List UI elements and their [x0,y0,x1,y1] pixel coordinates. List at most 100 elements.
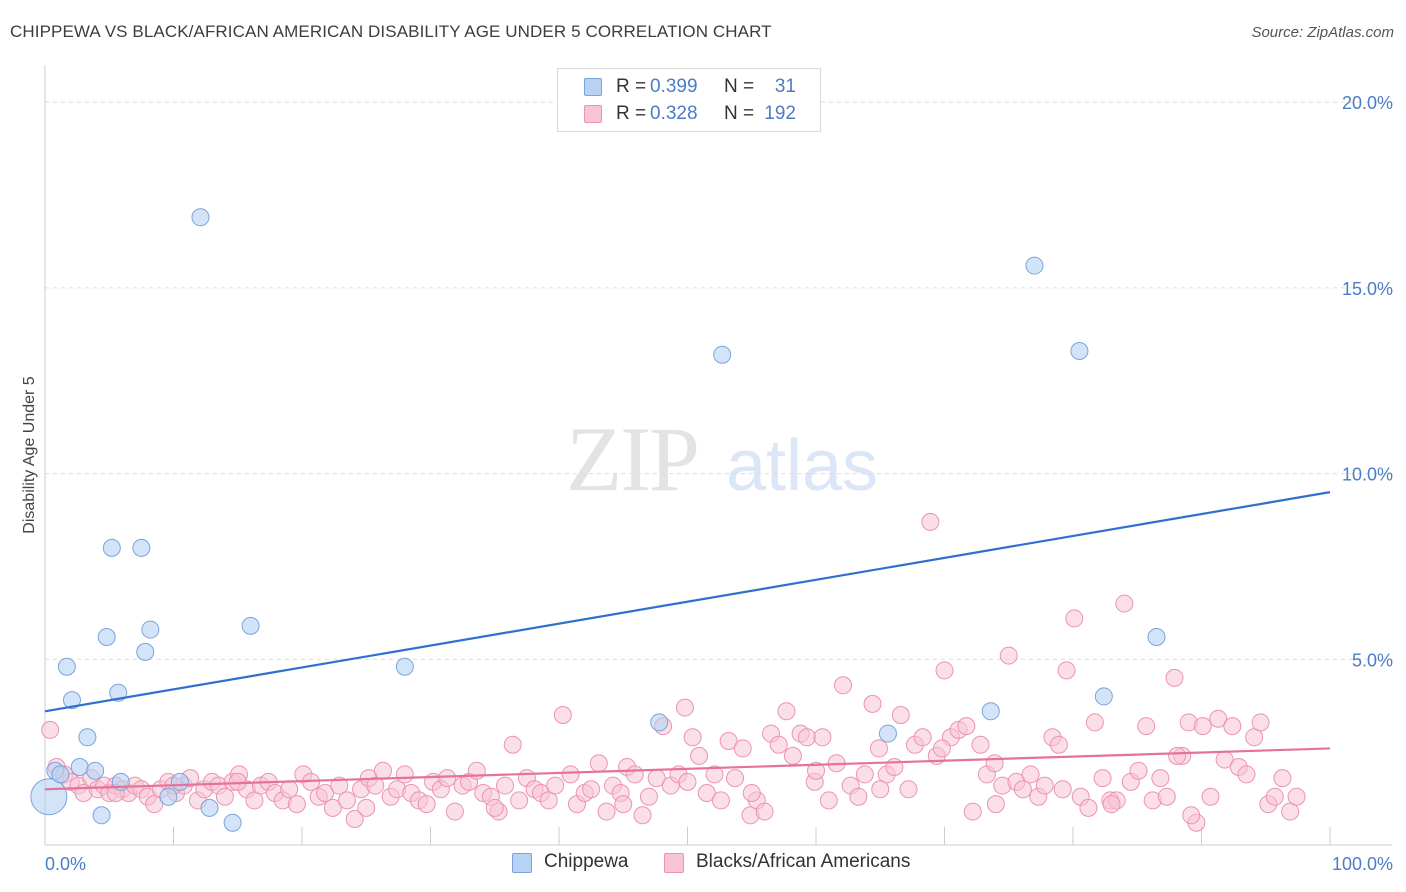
blacks-point [921,512,940,531]
blacks-point [932,739,951,758]
blacks-point [417,795,436,814]
blacks-point [733,739,752,758]
y-tick-label: 10.0% [1342,465,1393,485]
blacks-point [798,728,817,747]
legend-n-value: 31 [774,76,796,97]
chippewa-point [51,765,70,784]
blacks-point [366,776,385,795]
blacks-point [777,702,796,721]
blacks-point [633,806,652,825]
blacks-point [986,795,1005,814]
y-tick-label: 20.0% [1342,93,1393,113]
blacks-point [41,720,60,739]
watermark-zip: ZIP [566,408,698,510]
blacks-point [849,787,868,806]
chippewa-point [57,657,76,676]
source-label: Source: ZipAtlas.com [1251,24,1394,41]
grid-layer [45,101,1392,660]
blacks-point [438,769,457,788]
chippewa-point [1094,687,1113,706]
watermark-atlas: atlas [726,426,878,506]
blacks-point [1273,769,1292,788]
blacks-point [935,661,954,680]
blacks-point [1053,780,1072,799]
legend-r-label: R = [616,103,647,124]
blacks-point [871,780,890,799]
blacks-point [1281,802,1300,821]
blacks-point [1049,735,1068,754]
legend-n-label: N = [724,76,755,97]
chippewa-point [200,798,219,817]
trend-layer [44,491,1331,791]
blacks-point [496,776,515,795]
blacks-point [445,802,464,821]
blacks-point [215,787,234,806]
chippewa-point [170,772,189,791]
blacks-point [316,784,335,802]
blacks-point [899,780,918,799]
chippewa-point [102,538,121,557]
blacks-point [287,795,306,814]
blacks-point [639,787,658,806]
chippewa-trend-line [44,491,1331,713]
blacks-point [1265,787,1284,806]
blacks-trend-line [44,747,1331,791]
blacks-point [503,735,522,754]
blacks-point [819,791,838,810]
blacks-point [561,765,580,784]
blacks-point [999,646,1018,665]
bottom-legend-label: Blacks/African Americans [696,851,911,872]
chippewa-point [1147,628,1166,646]
blacks-point [1209,709,1228,728]
legend-row-chippewa: R = 0.399 N = 31 [558,74,820,100]
blacks-point [769,735,788,754]
chippewa-point [70,758,89,776]
blacks-point [1287,787,1306,806]
blacks-point [1065,609,1084,628]
legend-row-blacks: R = 0.328 N = 192 [558,101,820,127]
legend-n-value: 192 [764,103,796,124]
blacks-point [228,772,247,791]
blacks-point [1079,798,1098,817]
blacks-point [971,735,990,754]
blacks-point [863,694,882,713]
chippewa-point [650,713,669,732]
chippewa-point [132,538,151,557]
blacks-point [1165,668,1184,687]
blacks-point [1193,717,1212,736]
blacks-point [1021,765,1040,784]
blacks-point [985,754,1004,773]
zipatlas-watermark: ZIP atlas [566,408,878,510]
blacks-point [1085,713,1104,732]
chippewa-point [878,724,897,743]
blacks-point [1151,769,1170,788]
chippewa-point [97,628,116,646]
blacks-point [783,746,802,765]
blacks-point [1245,728,1264,747]
chippewa-point [159,787,178,806]
blacks-point [546,776,565,795]
blacks-point [755,802,774,821]
chippewa-point [78,728,97,747]
blacks-point [357,798,376,817]
chippewa-point [86,761,105,780]
legend-n-label: N = [724,103,755,124]
blacks-point [330,776,349,795]
axis-layer: 5.0% 10.0% 15.0% 20.0% 0.0% 100.0% [44,65,1393,874]
stats-legend: R = 0.399 N = 31 R = 0.328 N = 192 [557,68,821,132]
blacks-point [833,676,852,695]
blacks-point [913,728,932,747]
blacks-point [683,728,702,747]
chippewa-point [30,778,68,816]
blacks-point [614,795,633,814]
blacks-point [589,754,608,773]
blacks-point [1237,765,1256,784]
blacks-point [1157,787,1176,806]
x-tick-label: 0.0% [45,854,86,874]
bottom-legend-swatch-blue [512,853,532,873]
chippewa-point [395,657,414,676]
chippewa-point [141,620,160,639]
blacks-point [726,769,745,788]
y-tick-label: 5.0% [1352,650,1393,670]
blue-points-layer [30,208,1166,832]
